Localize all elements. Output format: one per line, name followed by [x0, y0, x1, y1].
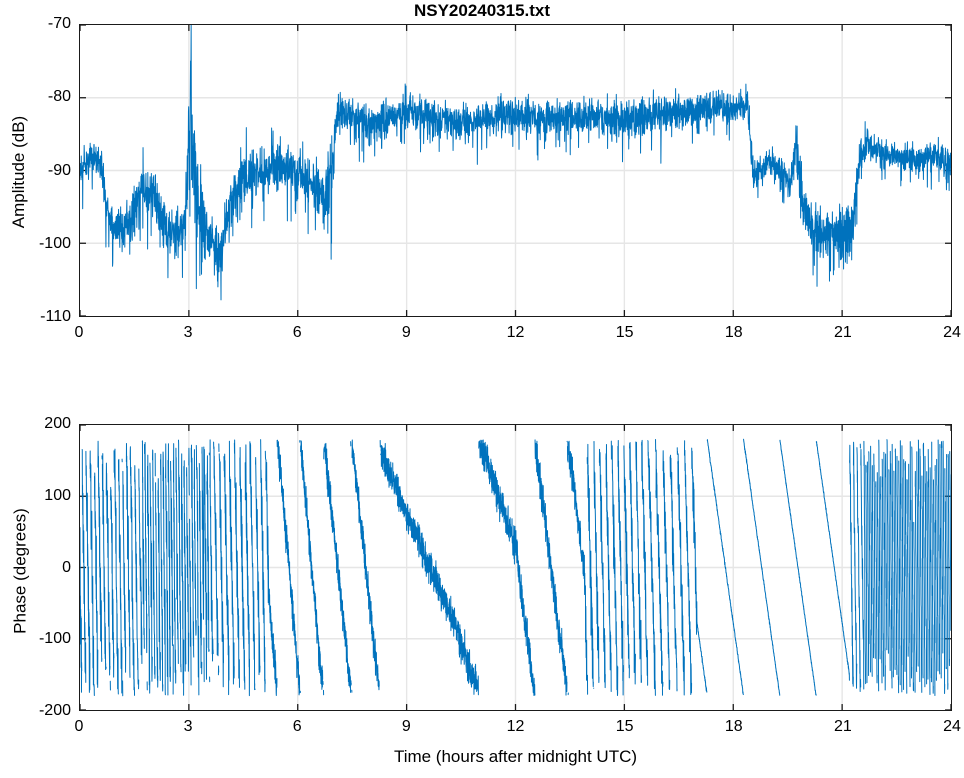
- x-tick-label: 9: [401, 324, 411, 341]
- x-tick-label: 24: [943, 324, 961, 341]
- y-tick-label: -110: [40, 308, 71, 325]
- x-tick-label: 18: [724, 324, 743, 341]
- phase-axes: [79, 424, 952, 711]
- x-tick-label: 12: [506, 324, 525, 341]
- x-tick-label: 18: [724, 718, 743, 735]
- y-tick-label: -90: [47, 161, 71, 179]
- y-tick-label: 0: [62, 558, 71, 576]
- y-tick-label: 200: [44, 415, 71, 432]
- phase-x-axis-label: Time (hours after midnight UTC): [393, 747, 638, 766]
- x-tick-label: 24: [943, 718, 961, 735]
- y-tick-label: -80: [47, 88, 71, 106]
- x-tick-label: 0: [74, 718, 84, 735]
- x-tick-label: 21: [833, 324, 852, 341]
- x-tick-label: 9: [401, 718, 411, 735]
- y-tick-label: 100: [44, 486, 71, 504]
- y-tick-label: -100: [38, 630, 71, 648]
- figure-title: NSY20240315.txt: [413, 1, 551, 20]
- y-tick-label: -200: [38, 702, 71, 719]
- phase-plot-canvas: [80, 425, 951, 710]
- x-tick-label: 6: [292, 718, 302, 735]
- x-tick-label: 15: [615, 324, 634, 341]
- x-tick-label: 21: [833, 718, 852, 735]
- x-tick-label: 3: [183, 718, 193, 735]
- x-tick-label: 0: [74, 324, 84, 341]
- x-tick-label: 15: [615, 718, 634, 735]
- x-tick-label: 12: [506, 718, 525, 735]
- amplitude-plot-canvas: [80, 25, 951, 316]
- x-tick-label: 3: [183, 324, 193, 341]
- y-tick-label: -70: [47, 15, 71, 32]
- y-tick-label: -100: [38, 234, 71, 252]
- x-tick-label: 6: [292, 324, 302, 341]
- amplitude-axes: [79, 24, 952, 317]
